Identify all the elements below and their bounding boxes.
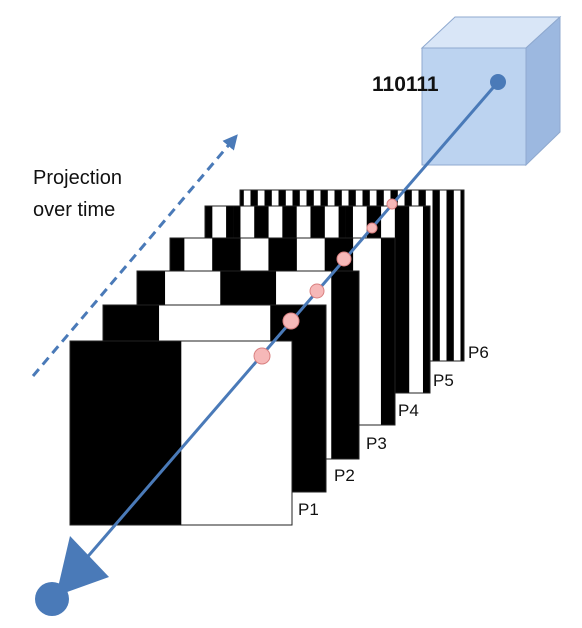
pattern-stripe (394, 206, 403, 393)
pattern-stripe (401, 206, 410, 393)
pattern-label-p5: P5 (433, 371, 454, 390)
pattern-label-p4: P4 (398, 401, 419, 420)
intersection-marker (309, 283, 325, 299)
voxel-cube-icon (420, 15, 562, 167)
voxel-point (490, 74, 506, 90)
pattern-label-p1: P1 (298, 500, 319, 519)
pattern-stripe (446, 190, 451, 361)
pattern-slide-p1: P1 (69, 340, 319, 526)
intersection-marker (282, 312, 300, 330)
annotation-line-1: Projection (33, 167, 122, 189)
intersection-markers (253, 198, 398, 365)
intersection-marker (253, 347, 271, 365)
projection-annotation: Projection over time (33, 167, 128, 221)
pattern-stripe (331, 271, 360, 459)
pattern-stripe (436, 190, 440, 361)
projection-direction-arrow (31, 134, 238, 377)
intersection-marker (336, 251, 352, 267)
pattern-stripe (380, 238, 396, 425)
pattern-stack: P6 P5 P4 P3 P2 P1 (69, 189, 489, 526)
projection-ray (50, 81, 500, 599)
pattern-stripe (432, 190, 437, 361)
pattern-label-p3: P3 (366, 434, 387, 453)
pattern-slide-border (69, 340, 293, 526)
pattern-stripe (70, 341, 182, 525)
binary-code-label: 110111 (372, 73, 439, 96)
pattern-label-p2: P2 (334, 466, 355, 485)
pattern-label-p6: P6 (468, 343, 489, 362)
pattern-stripe (450, 190, 454, 361)
intersection-marker (386, 198, 398, 210)
projector-icon (35, 536, 109, 616)
annotation-line-2: over time (33, 199, 115, 221)
pattern-stripe (422, 206, 431, 393)
intersection-marker (366, 222, 378, 234)
pattern-stripe (460, 190, 465, 361)
